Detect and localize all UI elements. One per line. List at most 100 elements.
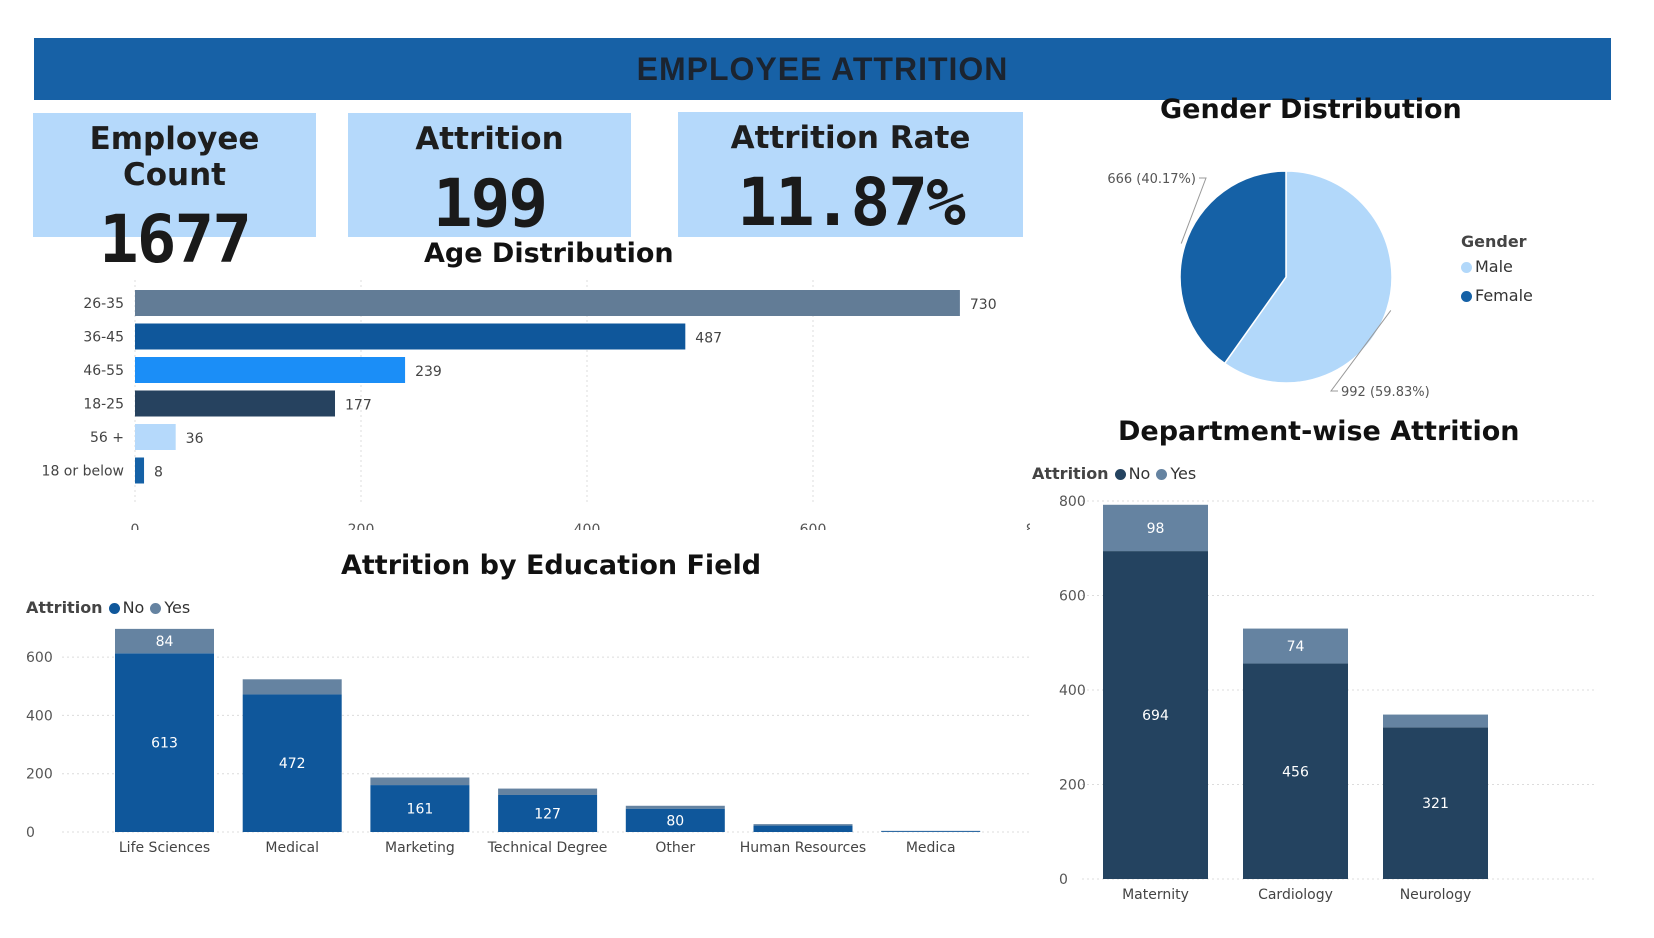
x-tick-label: Maternity xyxy=(1122,887,1189,903)
bar-segment xyxy=(1243,663,1348,879)
bar-segment xyxy=(242,679,342,695)
gender-legend: Gender Male Female xyxy=(1461,232,1533,305)
kpi-value: 199 xyxy=(432,165,548,242)
data-label: 730 xyxy=(970,297,997,313)
kpi-label: Employee Count xyxy=(89,121,260,193)
bar-segment xyxy=(881,831,981,832)
bar xyxy=(135,457,145,484)
gender-pie-chart: 992 (59.83%) 666 (40.17%) xyxy=(1107,170,1430,400)
data-label: 321 xyxy=(1422,796,1449,812)
bar-segment xyxy=(498,794,598,832)
x-tick-label: Medical xyxy=(265,840,319,856)
bar-segment xyxy=(1383,727,1488,879)
legend-item-male[interactable]: Male xyxy=(1461,257,1533,276)
header-banner: EMPLOYEE ATTRITION xyxy=(34,38,1611,100)
kpi-card-employee-count: Employee Count 1677 xyxy=(33,113,316,278)
x-tick-label: 400 xyxy=(574,522,601,530)
legend-item-no[interactable]: No xyxy=(122,598,145,617)
data-label: 80 xyxy=(666,813,684,829)
y-tick-label: 800 xyxy=(1059,494,1086,510)
no-swatch-icon xyxy=(1114,469,1126,480)
page-title: EMPLOYEE ATTRITION xyxy=(636,50,1009,87)
x-tick-label: Neurology xyxy=(1400,887,1472,903)
education-field-chart: 0 200 400 600 613 84 Life Sciences 472 Medical 16… xyxy=(26,628,1030,856)
bar-segment xyxy=(370,777,470,786)
bar-segment xyxy=(498,788,598,795)
department-legend: Attrition No Yes xyxy=(1032,464,1197,483)
x-tick-label: Medica xyxy=(906,840,956,856)
data-label: 98 xyxy=(1147,521,1165,537)
data-label: 666 (40.17%) xyxy=(1107,172,1196,187)
x-tick-label: Marketing xyxy=(385,840,455,856)
gender-legend-title: Gender xyxy=(1461,232,1527,251)
data-label: 84 xyxy=(156,634,174,650)
y-tick-label: 46-55 xyxy=(83,363,124,379)
bar-segment xyxy=(242,694,342,832)
data-label: 161 xyxy=(407,802,434,818)
bar-segment xyxy=(1383,714,1488,728)
y-tick-label: 600 xyxy=(26,650,53,666)
x-tick-label: 200 xyxy=(348,522,375,530)
kpi-value: 11.87% xyxy=(737,164,965,241)
bar xyxy=(135,390,336,417)
y-tick-label: 56 + xyxy=(90,430,124,446)
bar-segment xyxy=(753,825,853,832)
data-label: 613 xyxy=(151,736,178,752)
x-tick-label: Technical Degree xyxy=(487,840,608,856)
x-tick-label: 0 xyxy=(131,522,140,530)
pie-slice xyxy=(1179,170,1287,365)
x-tick-label: Other xyxy=(655,840,695,856)
data-label: 694 xyxy=(1142,708,1169,724)
kpi-value: 1677 xyxy=(99,201,252,278)
bar xyxy=(135,357,406,383)
department-attrition-chart: 0 200 400 600 800 694 98 Maternity 456 74 Cardiolo… xyxy=(1059,494,1595,903)
bar xyxy=(135,290,960,316)
yes-swatch-icon xyxy=(150,603,162,614)
legend-item-yes[interactable]: Yes xyxy=(1170,464,1197,483)
legend-item-yes[interactable]: Yes xyxy=(164,598,191,617)
y-tick-label: 400 xyxy=(1059,683,1086,699)
education-chart-title: Attrition by Education Field xyxy=(341,550,762,581)
bar-segment xyxy=(1103,504,1208,552)
x-tick-label: 800 xyxy=(1026,522,1030,530)
bar xyxy=(135,323,686,350)
bar-segment xyxy=(1103,551,1208,879)
y-tick-label: 200 xyxy=(1059,778,1086,794)
data-label: 472 xyxy=(279,756,306,772)
age-distribution-chart: 0 200 400 600 800 26-35 730 36-45 487 46-55 239 18-… xyxy=(42,280,1030,530)
y-tick-label: 0 xyxy=(1059,872,1068,888)
bar-segment xyxy=(625,805,725,809)
legend-item-no[interactable]: No xyxy=(1128,464,1151,483)
no-swatch-icon xyxy=(108,603,120,614)
legend-item-female[interactable]: Female xyxy=(1461,286,1533,305)
y-tick-label: 26-35 xyxy=(83,296,124,312)
data-label: 239 xyxy=(415,364,442,380)
bar-segment xyxy=(1243,628,1348,664)
data-label: 177 xyxy=(345,398,372,414)
pie-slice xyxy=(1223,170,1393,384)
bar-segment xyxy=(115,628,214,654)
kpi-label: Attrition xyxy=(415,121,564,157)
yes-swatch-icon xyxy=(1156,469,1168,480)
data-label: 487 xyxy=(695,331,722,347)
y-tick-label: 200 xyxy=(26,767,53,783)
data-label: 74 xyxy=(1287,639,1305,655)
gender-chart-title: Gender Distribution xyxy=(1160,94,1462,125)
y-tick-label: 400 xyxy=(26,708,53,724)
data-label: 992 (59.83%) xyxy=(1341,385,1430,400)
y-tick-label: 0 xyxy=(26,825,35,841)
bar-segment xyxy=(625,808,725,832)
bar-segment xyxy=(115,653,214,832)
y-tick-label: 18-25 xyxy=(83,397,124,413)
data-label: 36 xyxy=(186,431,204,447)
bar xyxy=(135,424,176,450)
female-swatch-icon xyxy=(1461,291,1472,302)
male-swatch-icon xyxy=(1461,262,1472,273)
x-tick-label: Human Resources xyxy=(740,840,866,856)
x-tick-label: Cardiology xyxy=(1258,887,1333,903)
education-legend: Attrition No Yes xyxy=(26,598,191,617)
y-tick-label: 18 or below xyxy=(42,464,124,480)
y-tick-label: 36-45 xyxy=(83,330,124,346)
leader-line xyxy=(1180,177,1207,244)
kpi-label: Attrition Rate xyxy=(730,120,971,156)
